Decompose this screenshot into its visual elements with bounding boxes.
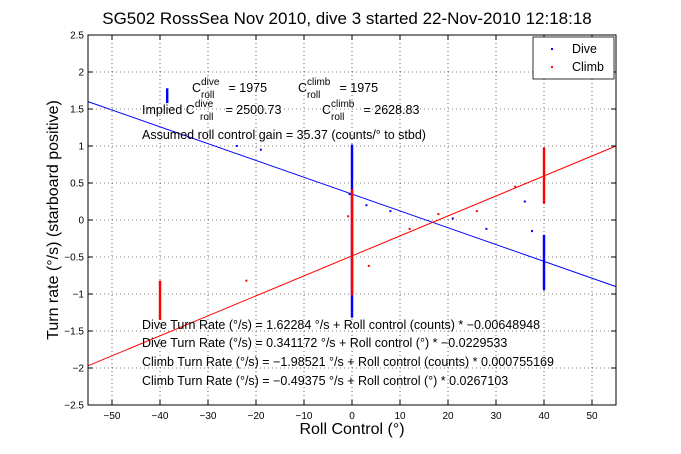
chart-title: SG502 RossSea Nov 2010, dive 3 started 2… [102, 9, 592, 28]
climb-point-cluster [158, 280, 162, 320]
dive-point [348, 193, 351, 196]
legend-label-climb: Climb [572, 60, 604, 74]
legend-marker-dive [551, 48, 553, 50]
y-tick-label: 1.5 [70, 105, 84, 116]
annotation-gain: Assumed roll control gain = 35.37 (count… [142, 128, 426, 142]
climb-point [245, 279, 248, 282]
climb-point-cluster [350, 188, 354, 296]
x-tick-labels: −50 −40 −30 −20 −10 0 10 20 30 40 50 [104, 411, 598, 422]
x-tick-label: 40 [538, 411, 550, 422]
y-tick-label: −0.5 [64, 253, 84, 264]
axis-ticks [88, 34, 616, 406]
y-tick-label: −1.5 [64, 327, 84, 338]
dive-point [365, 204, 368, 207]
x-axis-label: Roll Control (°) [299, 421, 404, 438]
y-tick-label: 2 [78, 68, 84, 79]
dive-point [451, 217, 454, 220]
x-tick-label: 30 [490, 411, 502, 422]
climb-point [437, 213, 440, 216]
annotation-eq-climb-counts: Climb Turn Rate (°/s) = −1.98521 °/s + R… [142, 355, 554, 369]
annotation-eq-climb-degrees: Climb Turn Rate (°/s) = −0.49375 °/s + R… [142, 374, 508, 388]
dive-point-cluster [166, 88, 169, 104]
data-points [158, 88, 546, 320]
climb-point-cluster [542, 147, 546, 204]
climb-point [475, 210, 478, 213]
legend-label-dive: Dive [572, 42, 597, 56]
x-tick-label: −20 [248, 411, 265, 422]
x-tick-label: −10 [296, 411, 313, 422]
y-tick-label: 1 [78, 142, 84, 153]
annotation-c-dive: Cdive roll = 1975 [192, 77, 267, 101]
legend-marker-climb [551, 66, 553, 68]
x-tick-label: 50 [586, 411, 598, 422]
x-tick-label: 20 [442, 411, 454, 422]
legend-box [532, 36, 615, 80]
x-tick-label: 0 [349, 411, 355, 422]
y-tick-label: −2 [73, 364, 85, 375]
climb-point [408, 227, 411, 230]
y-tick-label: 0 [78, 216, 84, 227]
legend: Dive Climb [532, 36, 615, 80]
climb-point [367, 264, 370, 267]
climb-point [514, 185, 517, 188]
annotation-eq-dive-counts: Dive Turn Rate (°/s) = 1.62284 °/s + Rol… [142, 318, 540, 332]
annotation-eq-dive-degrees: Dive Turn Rate (°/s) = 0.341172 °/s + Ro… [142, 336, 507, 350]
dive-point [523, 200, 526, 203]
y-tick-label: −1 [73, 290, 85, 301]
dive-point [259, 148, 262, 151]
y-tick-labels: −2.5 −2 −1.5 −1 −0.5 0 0.5 1 1.5 2 2.5 [64, 31, 84, 412]
dive-point [531, 230, 533, 233]
y-tick-label: 0.5 [70, 179, 84, 190]
x-tick-label: −40 [152, 411, 169, 422]
annotation-implied: Implied Cdive roll = 2500.73 Cclimb roll = … [142, 99, 419, 123]
dive-point [485, 227, 488, 230]
annotation-c-climb: Cclimb roll = 1975 [298, 77, 378, 101]
x-tick-label: 10 [394, 411, 406, 422]
y-tick-label: −2.5 [64, 401, 84, 412]
dive-point-cluster [542, 234, 546, 291]
y-tick-label: 2.5 [70, 31, 84, 42]
dive-point [389, 210, 392, 213]
x-tick-label: −50 [104, 411, 121, 422]
climb-point [347, 215, 350, 218]
y-axis-label: Turn rate (°/s) (starboard positive) [45, 100, 62, 340]
dive-point [235, 145, 238, 147]
x-tick-label: −30 [200, 411, 217, 422]
